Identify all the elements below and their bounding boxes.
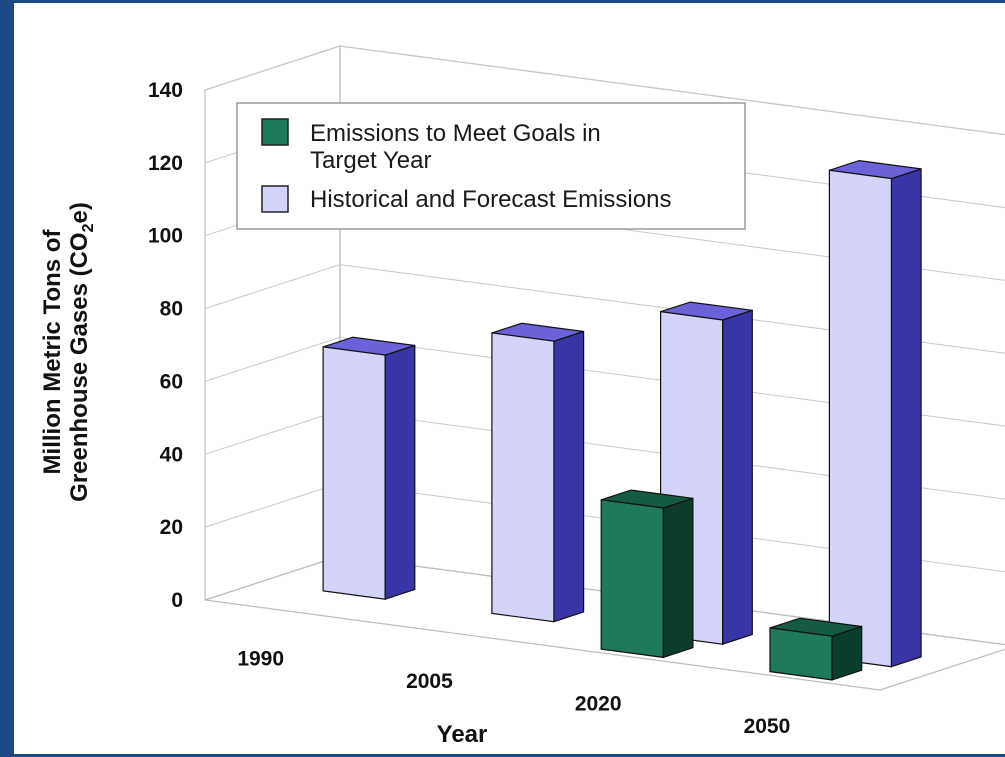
frame-left-border [0, 0, 14, 757]
bars [322, 159, 922, 681]
y-tick-label-80: 80 [160, 298, 183, 321]
legend-label-historical: Historical and Forecast Emissions [310, 186, 671, 213]
bar-historical-2050-front [828, 169, 893, 668]
bar-goal-2020-side [662, 497, 694, 659]
bar-goal-2020-front [600, 499, 664, 659]
frame-top-border [14, 0, 1005, 3]
x-tick-label-2005: 2005 [406, 670, 453, 693]
y-tick-label-100: 100 [148, 225, 183, 248]
y-tick-label-40: 40 [160, 443, 183, 466]
gridline-60 [204, 336, 1005, 427]
floor [204, 555, 1005, 691]
y-tick-labels: 0 20 40 60 80 100 120 140 [148, 79, 183, 612]
y-axis-title-tail: e) [66, 202, 93, 223]
y-tick-label-120: 120 [148, 152, 183, 175]
legend-swatch-goal [261, 118, 289, 146]
x-axis-title: Year [437, 721, 488, 748]
x-tick-label-2020: 2020 [575, 692, 622, 715]
x-tick-label-1990: 1990 [237, 647, 284, 670]
legend-label-goal-line2: Target Year [310, 147, 431, 174]
bar-historical-2050 [828, 159, 922, 668]
bar-historical-2020-side [721, 309, 753, 646]
legend-box [236, 102, 746, 230]
y-axis-title-main: Greenhouse Gases (CO [66, 232, 93, 501]
legend-label-goal-line1: Emissions to Meet Goals in [310, 120, 601, 147]
y-tick-label-0: 0 [171, 589, 183, 612]
y-tick-label-20: 20 [160, 516, 183, 539]
bar-historical-1990 [322, 336, 416, 601]
bar-historical-2005 [491, 322, 585, 623]
bar-goal-2020 [600, 489, 694, 659]
x-tick-label-2050: 2050 [744, 715, 791, 738]
bar-historical-2005-side [553, 330, 585, 623]
legend: Emissions to Meet Goals in Target Year H… [236, 102, 746, 230]
legend-swatch-historical [261, 185, 289, 213]
y-axis-title-line1: Million Metric Tons of [39, 229, 66, 475]
frame-bottom-border [14, 754, 1005, 757]
x-tick-labels: 1990 2005 2020 2050 [237, 647, 790, 738]
bar-historical-1990-front [322, 346, 386, 600]
y-tick-label-60: 60 [160, 370, 183, 393]
gridline-140 [204, 45, 1005, 136]
y-axis-title-line2: Greenhouse Gases (CO2e) [66, 202, 97, 502]
y-axis-title-subscript: 2 [80, 223, 97, 232]
bar-goal-2050-front [769, 627, 833, 681]
gridline-80 [204, 264, 1005, 354]
bar-historical-2005-front [491, 332, 555, 623]
bar-historical-2050-side [890, 168, 922, 668]
y-tick-label-140: 140 [148, 79, 183, 102]
bar-goal-2050 [769, 617, 863, 681]
bar-historical-1990-side [384, 344, 416, 601]
